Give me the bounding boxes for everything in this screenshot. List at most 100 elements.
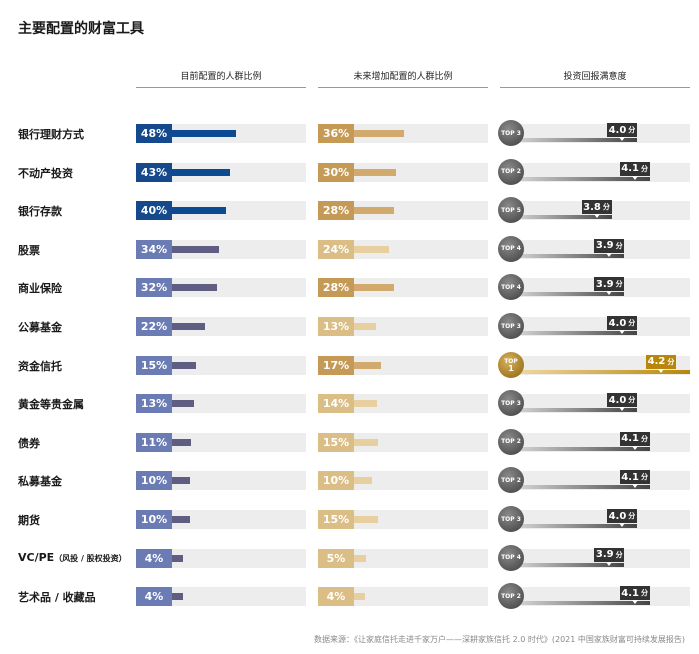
- rank-badge: TOP 3: [498, 390, 524, 417]
- current-bar: [170, 438, 192, 446]
- future-track: [318, 201, 488, 221]
- satisfaction-bar: [510, 176, 650, 181]
- future-track: [318, 471, 488, 491]
- rank-badge: TOP 4: [498, 235, 524, 262]
- column-divider-3: [500, 87, 690, 88]
- score-marker: [606, 252, 613, 257]
- current-bar: [170, 554, 183, 562]
- current-bar: [170, 284, 217, 292]
- score-unit: 分: [628, 396, 636, 405]
- category-label: 银行理财方式: [18, 126, 84, 142]
- score-marker: [593, 214, 600, 219]
- score-unit: 分: [628, 126, 636, 134]
- current-value-label: 11%: [136, 432, 172, 452]
- satisfaction-value-label: 4.0 分: [606, 509, 637, 523]
- current-track: [136, 394, 306, 414]
- rank-badge: TOP 3: [498, 506, 524, 532]
- category-name: 不动产投资: [18, 166, 73, 180]
- category-name: 资金信托: [18, 359, 62, 373]
- future-value-label: 28%: [318, 201, 354, 221]
- score-number: 4.1: [621, 471, 639, 483]
- satisfaction-value-label: 3.9 分: [594, 238, 625, 253]
- column-divider-2: [318, 87, 488, 88]
- score-unit: 分: [640, 589, 648, 598]
- column-header-3: 投资回报满意度: [563, 72, 627, 82]
- future-value-label: 15%: [318, 510, 354, 529]
- score-number: 3.8: [583, 201, 601, 213]
- category-label: VC/PE（风投 / 股权投资）: [18, 551, 127, 564]
- score-unit: 分: [602, 203, 610, 212]
- future-value-label: 30%: [318, 162, 354, 182]
- category-name: 期货: [18, 514, 40, 527]
- future-track: [318, 278, 488, 298]
- satisfaction-bar: [510, 408, 637, 413]
- satisfaction-bar: [510, 446, 650, 451]
- score-marker: [618, 137, 625, 141]
- future-value-label: 24%: [318, 239, 354, 259]
- future-bar: [352, 361, 381, 369]
- rank-badge: TOP 3: [498, 120, 524, 146]
- current-track: [136, 317, 306, 336]
- score-marker: [618, 407, 625, 412]
- current-value-label: 43%: [136, 162, 172, 182]
- rank-badge: TOP 2: [498, 158, 524, 185]
- current-value-label: 22%: [136, 317, 172, 336]
- category-label: 公募基金: [18, 319, 62, 335]
- future-bar: [352, 438, 379, 446]
- category-name: 银行理财方式: [18, 128, 84, 141]
- score-unit: 分: [615, 550, 623, 559]
- satisfaction-bar: [510, 138, 637, 142]
- rank-badge: TOP 5: [498, 197, 524, 224]
- score-marker: [658, 368, 664, 373]
- score-number: 3.9: [595, 278, 614, 290]
- column-header-1: 目前配置的人群比例: [180, 72, 262, 82]
- score-number: 4.1: [621, 163, 639, 175]
- category-label: 私募基金: [18, 473, 62, 489]
- satisfaction-bar: [510, 253, 625, 258]
- current-bar: [170, 400, 194, 408]
- category-name: 银行存款: [18, 205, 62, 219]
- future-value-label: 15%: [318, 432, 354, 452]
- rank-badge: TOP 2: [498, 467, 524, 494]
- category-name: 私募基金: [18, 475, 62, 489]
- satisfaction-bar: [510, 292, 625, 297]
- score-marker: [631, 445, 638, 450]
- current-bar: [170, 361, 197, 369]
- score-unit: 分: [640, 434, 648, 443]
- satisfaction-value-label: 4.0 分: [606, 316, 637, 330]
- rank-badge: TOP 1: [498, 351, 524, 378]
- current-bar: [170, 593, 183, 601]
- chart-title: 主要配置的财富工具: [18, 21, 144, 37]
- future-track: [318, 355, 488, 375]
- current-track: [136, 432, 306, 452]
- current-track: [136, 510, 306, 529]
- satisfaction-bar: [510, 562, 625, 567]
- rank-number: 1: [508, 363, 514, 373]
- category-name: VC/PE: [18, 550, 55, 564]
- column-divider-1: [136, 87, 306, 88]
- category-name: 股票: [18, 243, 40, 257]
- satisfaction-value-label: 4.1 分: [619, 161, 650, 176]
- category-name: 公募基金: [18, 321, 62, 334]
- score-number: 4.0: [608, 317, 627, 329]
- score-number: 4.0: [608, 124, 627, 136]
- future-value-label: 4%: [318, 587, 354, 607]
- current-bar: [170, 323, 205, 330]
- current-track: [136, 278, 306, 298]
- category-label: 银行存款: [18, 203, 62, 219]
- current-value-label: 4%: [136, 548, 172, 568]
- current-bar: [170, 477, 191, 485]
- current-value-label: 10%: [136, 471, 172, 491]
- current-value-label: 32%: [136, 278, 172, 298]
- score-number: 3.9: [595, 240, 614, 252]
- satisfaction-value-label: 4.0 分: [606, 393, 637, 408]
- future-track: [318, 587, 488, 607]
- current-value-label: 48%: [136, 124, 172, 143]
- category-note: （风投 / 股权投资）: [54, 553, 127, 563]
- current-track: [136, 587, 306, 607]
- satisfaction-value-label: 3.9 分: [594, 277, 625, 292]
- category-name: 商业保险: [18, 282, 62, 296]
- category-label: 不动产投资: [18, 165, 73, 181]
- current-track: [136, 355, 306, 375]
- rank-badge: TOP 3: [498, 313, 524, 339]
